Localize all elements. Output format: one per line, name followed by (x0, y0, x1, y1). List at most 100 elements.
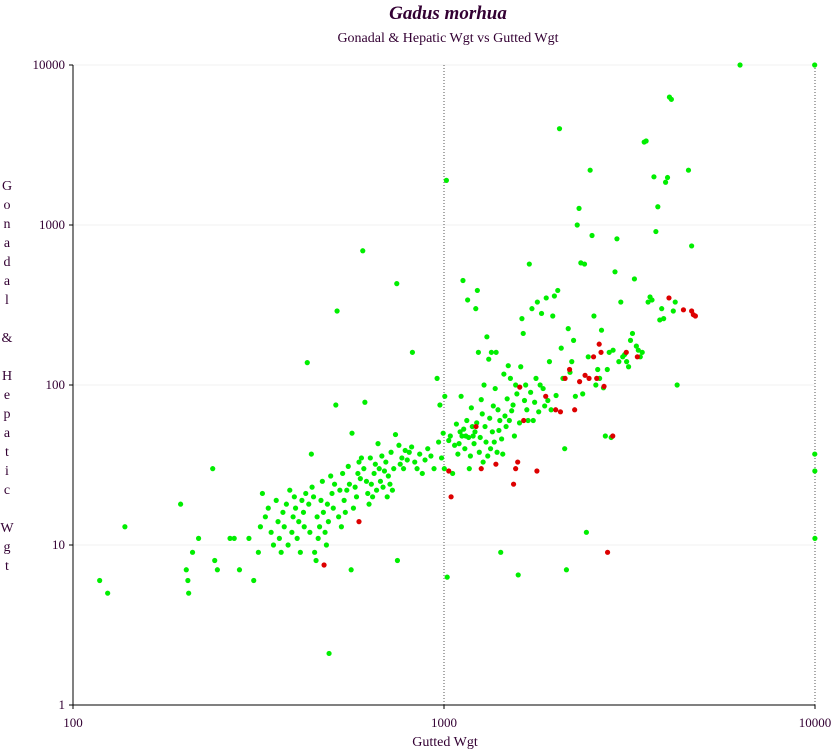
data-point (685, 167, 692, 173)
data-point (471, 441, 477, 447)
data-point (493, 349, 499, 355)
data-point (557, 409, 564, 415)
data-point (259, 490, 266, 497)
data-point (186, 590, 192, 596)
data-point (510, 481, 517, 487)
data-point (435, 439, 442, 445)
data-point (195, 535, 202, 541)
data-point (553, 392, 559, 399)
data-point (280, 509, 286, 515)
data-point (487, 415, 493, 421)
data-point (598, 349, 604, 355)
data-point (380, 484, 386, 490)
data-point (538, 310, 545, 317)
data-point (651, 174, 657, 180)
data-point (283, 501, 289, 507)
data-point (486, 356, 492, 362)
data-point (526, 261, 532, 267)
data-point (348, 567, 354, 573)
data-point (506, 417, 512, 424)
data-point (653, 228, 659, 235)
data-point (414, 466, 420, 472)
data-point (323, 542, 330, 548)
y-tick-label: 1000 (39, 217, 65, 232)
x-tick-label: 100 (63, 715, 83, 730)
data-point (534, 468, 540, 474)
data-point (490, 403, 496, 409)
data-point (105, 590, 111, 596)
data-point (342, 509, 348, 515)
data-point (409, 349, 416, 355)
data-point (602, 433, 608, 439)
y-axis-label-char: o (4, 198, 11, 213)
data-point (692, 313, 698, 319)
data-point (227, 535, 233, 541)
data-point (412, 459, 418, 465)
data-point (453, 421, 460, 427)
data-point (812, 62, 818, 68)
data-point (525, 417, 531, 424)
data-point (624, 359, 630, 365)
data-point (498, 549, 504, 555)
data-point (631, 276, 638, 282)
data-point (255, 549, 261, 555)
data-point (396, 442, 402, 448)
data-point (507, 375, 514, 381)
data-point (542, 403, 548, 409)
data-point (312, 549, 318, 555)
data-point (553, 407, 559, 413)
data-point (537, 382, 543, 388)
data-point (346, 481, 353, 487)
data-point (328, 473, 334, 479)
data-point (480, 459, 486, 465)
data-point (337, 487, 343, 493)
data-point (634, 354, 640, 360)
data-point (477, 434, 483, 441)
data-point (431, 466, 437, 472)
data-point (627, 337, 634, 343)
data-point (540, 385, 546, 392)
data-point (655, 204, 661, 210)
data-point (543, 393, 549, 399)
data-point (313, 557, 319, 564)
data-point (502, 413, 508, 419)
data-point (576, 379, 583, 385)
data-point (444, 574, 450, 580)
data-point (273, 497, 279, 503)
data-point (400, 466, 407, 472)
y-tick-label: 10000 (33, 57, 66, 72)
data-point (489, 429, 495, 435)
data-point (341, 497, 347, 503)
data-point (473, 423, 479, 430)
data-point (495, 407, 501, 413)
data-point (265, 505, 271, 511)
data-point (546, 359, 553, 365)
data-point (294, 535, 300, 541)
data-point (381, 468, 388, 474)
data-point (358, 455, 365, 461)
y-axis-label-char: d (4, 255, 11, 270)
data-point (360, 248, 366, 254)
data-point (268, 529, 274, 535)
data-point (399, 455, 405, 461)
data-point (550, 313, 556, 319)
data-point (487, 446, 494, 452)
data-point (497, 417, 503, 424)
axes (69, 64, 816, 709)
data-point (562, 446, 568, 452)
data-point (563, 567, 570, 573)
x-tick-label: 1000 (431, 715, 457, 730)
data-point (503, 423, 509, 430)
data-point (122, 524, 128, 530)
data-point (590, 354, 597, 360)
data-point (569, 359, 575, 365)
data-point (397, 461, 403, 467)
data-point (450, 470, 456, 477)
data-point (297, 549, 303, 555)
data-point (509, 408, 515, 414)
data-point (580, 391, 586, 397)
data-point (570, 337, 577, 343)
data-point (287, 487, 293, 493)
data-point (504, 396, 510, 402)
